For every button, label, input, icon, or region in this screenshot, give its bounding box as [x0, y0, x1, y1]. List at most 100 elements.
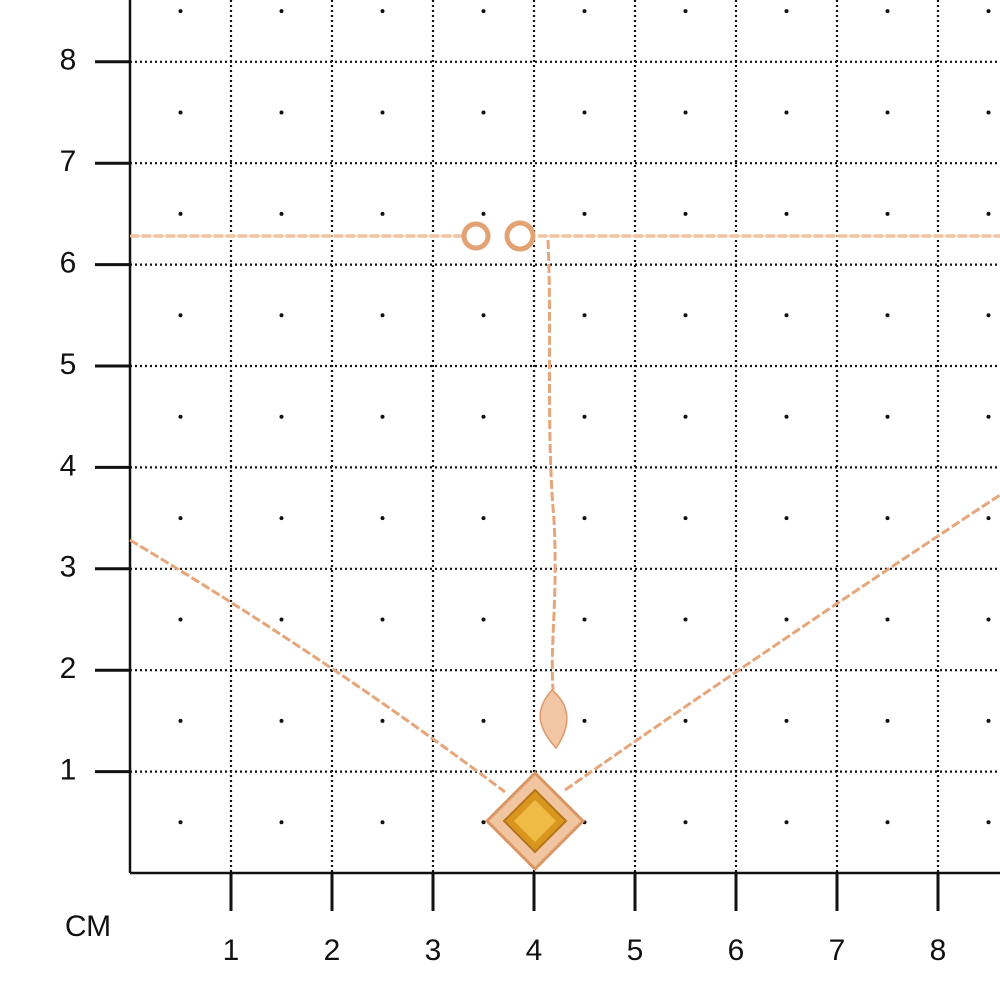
grid-dot: [582, 110, 587, 115]
x-tick-label: 7: [829, 934, 846, 967]
grid-dot: [481, 820, 486, 825]
grid-dot: [380, 9, 385, 14]
grid-dot: [784, 313, 789, 318]
grid-dot: [683, 313, 688, 318]
grid-dot: [481, 9, 486, 14]
x-tick-label: 5: [627, 934, 644, 967]
grid-dot: [784, 414, 789, 419]
grid-dot: [582, 211, 587, 216]
x-tick-label: 4: [526, 934, 543, 967]
grid-dot: [683, 718, 688, 723]
unit-label: СМ: [65, 910, 111, 943]
grid-dot: [885, 110, 890, 115]
grid-dot: [481, 414, 486, 419]
grid-dot: [582, 9, 587, 14]
grid-dot: [885, 313, 890, 318]
grid-dot: [986, 414, 991, 419]
grid-dot: [784, 820, 789, 825]
grid-dot: [885, 414, 890, 419]
y-tick-label: 4: [60, 449, 77, 482]
extension-chain: [546, 239, 557, 691]
grid-dot: [481, 718, 486, 723]
grid-dot: [279, 617, 284, 622]
grid-dot: [683, 110, 688, 115]
grid-dot: [582, 313, 587, 318]
x-tick-label: 2: [324, 934, 341, 967]
grid-dot: [986, 313, 991, 318]
leaf-charm: [539, 688, 568, 750]
necklace: [129, 220, 1000, 872]
grid-dot: [986, 516, 991, 521]
grid-dot: [784, 9, 789, 14]
grid-dot: [279, 516, 284, 521]
y-tick-label: 7: [60, 145, 77, 178]
x-tick-label: 6: [728, 934, 745, 967]
grid-dot: [279, 718, 284, 723]
grid-dot: [784, 617, 789, 622]
grid-dot: [380, 718, 385, 723]
grid-dot: [986, 820, 991, 825]
grid-dot: [582, 617, 587, 622]
grid-dot: [784, 718, 789, 723]
grid-dot: [885, 211, 890, 216]
grid-dot: [683, 820, 688, 825]
grid-dot: [683, 414, 688, 419]
grid-dot: [885, 516, 890, 521]
grid-dot: [683, 9, 688, 14]
grid-dot: [784, 110, 789, 115]
grid-dot: [683, 516, 688, 521]
grid: [95, 0, 1000, 911]
grid-dot: [986, 110, 991, 115]
grid-dot: [279, 414, 284, 419]
grid-dot: [986, 211, 991, 216]
y-tick-label: 8: [60, 44, 77, 77]
grid-dot: [784, 516, 789, 521]
grid-dot: [380, 211, 385, 216]
chain-left: [129, 538, 506, 794]
y-tick-label: 6: [60, 247, 77, 280]
grid-dot: [279, 9, 284, 14]
grid-dot: [380, 313, 385, 318]
grid-dot: [885, 820, 890, 825]
ring: [461, 221, 491, 251]
y-tick-label: 1: [60, 754, 77, 787]
chain-right: [564, 493, 1000, 792]
grid-dot: [986, 617, 991, 622]
grid-dot: [380, 414, 385, 419]
grid-dot: [582, 516, 587, 521]
grid-dot: [380, 617, 385, 622]
y-tick-label: 3: [60, 551, 77, 584]
citrine-facet: [514, 800, 556, 842]
grid-dot: [380, 820, 385, 825]
grid-dot: [885, 617, 890, 622]
grid-dot: [178, 820, 183, 825]
grid-dot: [178, 718, 183, 723]
x-tick-label: 8: [930, 934, 947, 967]
grid-dot: [885, 9, 890, 14]
x-tick-label: 3: [425, 934, 442, 967]
grid-dot: [178, 414, 183, 419]
grid-dot: [481, 516, 486, 521]
grid-dot: [279, 211, 284, 216]
labels: СМ 1 2 3 4 5 6 7 8 1 2 3 4 5 6 7 8: [60, 44, 947, 967]
grid-dot: [279, 313, 284, 318]
grid-dot: [986, 9, 991, 14]
y-tick-label: 5: [60, 348, 77, 381]
grid-dot: [178, 211, 183, 216]
grid-dot: [986, 718, 991, 723]
grid-dot: [178, 110, 183, 115]
grid-dot: [683, 617, 688, 622]
grid-dot: [279, 820, 284, 825]
grid-dot: [885, 718, 890, 723]
grid-dot: [481, 110, 486, 115]
grid-dot: [380, 516, 385, 521]
grid-dot: [784, 211, 789, 216]
grid-dot: [481, 617, 486, 622]
grid-dot: [683, 211, 688, 216]
y-tick-label: 2: [60, 652, 77, 685]
grid-dot: [380, 110, 385, 115]
grid-dot: [582, 718, 587, 723]
clasp: [504, 220, 536, 252]
grid-dot: [481, 313, 486, 318]
